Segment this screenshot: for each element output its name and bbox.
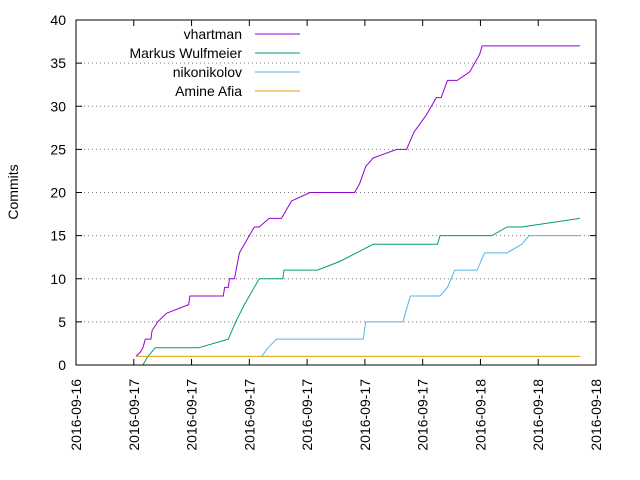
x-tick-label: 2016-09-17 — [126, 379, 142, 451]
legend-label: Amine Afia — [175, 83, 242, 99]
series-lines — [135, 45, 580, 366]
x-tick-label: 2016-09-18 — [530, 379, 546, 451]
x-tick-label: 2016-09-17 — [299, 379, 315, 451]
y-tick-label: 5 — [58, 314, 66, 330]
legend-label: nikonikolov — [173, 64, 242, 80]
series-line-2 — [261, 235, 580, 357]
series-line-1 — [142, 217, 580, 366]
axes: 0 5 10 15 20 25 30 35 40 2016-09-16 2016-09-17 2016… — [50, 12, 604, 451]
y-tick-label: 10 — [50, 271, 66, 287]
x-tick-label: 2016-09-17 — [184, 379, 200, 451]
y-tick-label: 30 — [50, 98, 66, 114]
plot-frame — [75, 19, 597, 366]
legend: vhartman Markus Wulfmeier nikonikolov Amine… — [129, 26, 300, 99]
x-tick-label: 2016-09-17 — [415, 379, 431, 451]
x-tick-label: 2016-09-16 — [68, 379, 84, 451]
y-tick-label: 15 — [50, 228, 66, 244]
x-tick-label: 2016-09-17 — [357, 379, 373, 451]
y-tick-label: 25 — [50, 141, 66, 157]
x-tick-label: 2016-09-17 — [241, 379, 257, 451]
x-tick-label: 2016-09-18 — [588, 379, 604, 451]
y-axis-title: Commits — [5, 164, 21, 219]
series-line-0 — [135, 45, 580, 357]
x-tick-label: 2016-09-18 — [472, 379, 488, 451]
y-tick-label: 40 — [50, 12, 66, 28]
y-tick-label: 35 — [50, 55, 66, 71]
legend-label: Markus Wulfmeier — [129, 45, 242, 61]
y-tick-label: 0 — [58, 357, 66, 373]
y-tick-label: 20 — [50, 185, 66, 201]
legend-label: vhartman — [184, 26, 242, 42]
